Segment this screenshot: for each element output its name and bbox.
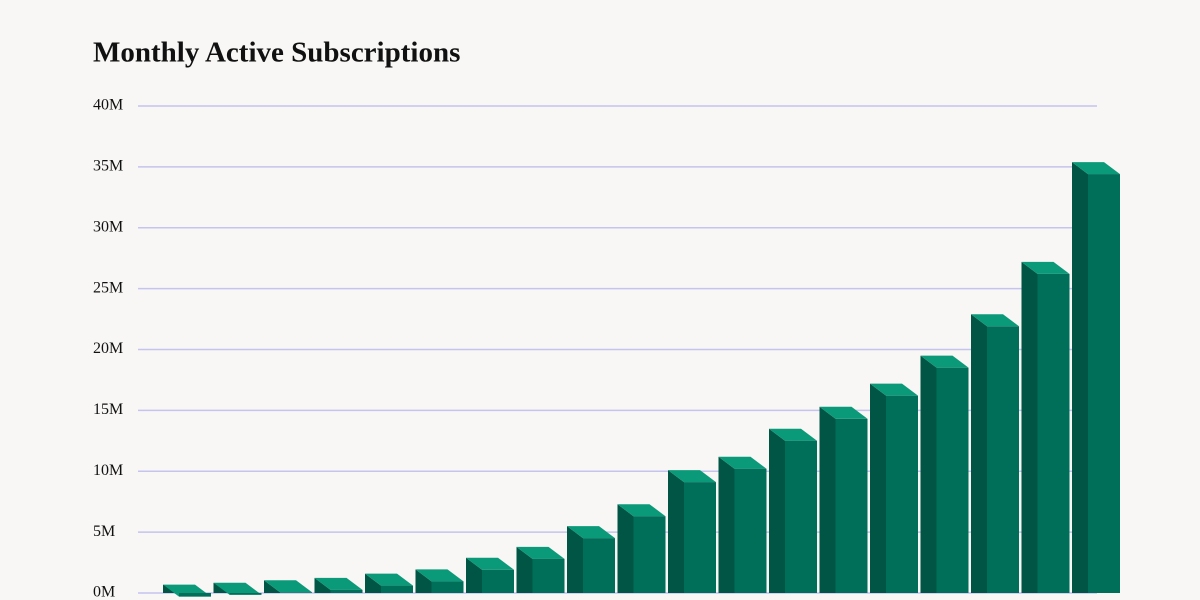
bar-top [920, 355, 969, 368]
y-tick-label: 40M [93, 97, 123, 114]
bar-side [1072, 162, 1088, 593]
bar [668, 470, 716, 593]
bar-side [718, 456, 735, 593]
bar-front [179, 593, 211, 597]
bar-side [516, 546, 533, 593]
bar-front [330, 589, 363, 593]
bar-front [785, 440, 817, 593]
bar-front [936, 367, 969, 593]
y-tick-label: 0M [93, 584, 115, 600]
y-tick-label: 20M [93, 340, 123, 357]
y-tick-label: 15M [93, 401, 123, 418]
bar [213, 582, 262, 595]
bar [1021, 261, 1070, 593]
bar-side [769, 428, 785, 593]
y-tick-label: 10M [93, 462, 123, 479]
bar-front [583, 538, 615, 593]
y-tick-label: 35M [93, 158, 123, 175]
bar-top [971, 314, 1019, 327]
bar-top [264, 580, 312, 593]
chart-title: Monthly Active Subscriptions [93, 37, 460, 69]
bar-top [617, 504, 666, 517]
bar-front [1088, 174, 1120, 593]
bar-front [482, 569, 514, 593]
bar [1072, 162, 1120, 593]
bar-front [684, 482, 716, 593]
bar-side [415, 569, 432, 593]
bar-front [886, 395, 918, 593]
bar [567, 526, 615, 593]
bar-front [1037, 273, 1070, 593]
bar-side [617, 504, 634, 593]
bar-side [314, 577, 331, 593]
bar-front [633, 516, 666, 593]
bar-front [229, 593, 262, 595]
bar-side [365, 573, 381, 593]
bar-top [819, 406, 868, 419]
bar [415, 569, 464, 593]
bar-top [769, 428, 817, 441]
bar-top [668, 470, 716, 483]
y-tick-label: 5M [93, 523, 115, 540]
y-tick-label: 25M [93, 279, 123, 296]
bar-front [280, 592, 312, 593]
bar-front [381, 585, 413, 593]
bar [920, 355, 969, 593]
bar-top [718, 456, 767, 469]
bar [163, 584, 211, 597]
bar-front [734, 468, 767, 593]
bar-top [567, 526, 615, 539]
bar-side [870, 383, 886, 593]
y-tick-label: 30M [93, 218, 123, 235]
bar-top [314, 577, 363, 590]
bar [516, 546, 565, 593]
bar-top [1021, 261, 1070, 274]
bar [617, 504, 666, 593]
bar-front [532, 558, 565, 593]
bar-front [431, 581, 464, 593]
bar-front [835, 418, 868, 593]
bar-side [971, 314, 987, 593]
bar [769, 428, 817, 593]
bar-top [516, 546, 565, 559]
bar-side [567, 526, 583, 593]
bar-top [466, 557, 514, 570]
bar [264, 580, 312, 593]
bar-top [213, 582, 262, 595]
bar-top [365, 573, 413, 586]
bar-side [920, 355, 937, 593]
bar-top [415, 569, 464, 582]
bar [466, 557, 514, 593]
bar [365, 573, 413, 593]
bar-side [466, 557, 482, 593]
bar-side [819, 406, 836, 593]
bar [718, 456, 767, 593]
bar-top [1072, 162, 1120, 175]
bar [870, 383, 918, 593]
bar [971, 314, 1019, 593]
bar [819, 406, 868, 593]
bar-front [987, 326, 1019, 593]
bar-side [1021, 261, 1038, 593]
bar-side [668, 470, 684, 593]
bar-side [264, 580, 280, 593]
bar [314, 577, 363, 593]
bar-top [870, 383, 918, 396]
